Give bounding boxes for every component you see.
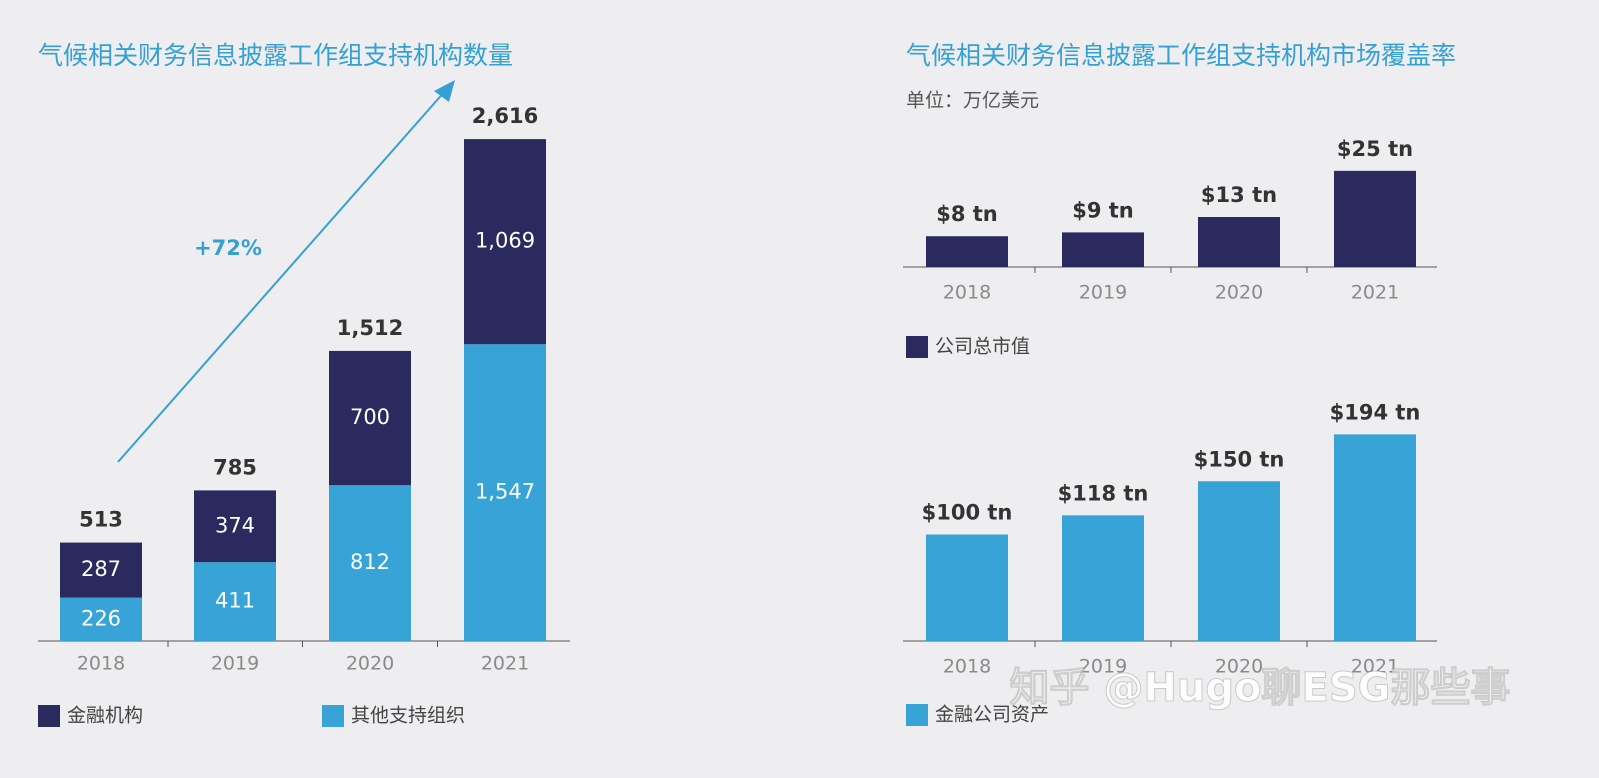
value-label: 374 bbox=[215, 513, 255, 537]
bar bbox=[1334, 434, 1416, 641]
bar bbox=[1062, 232, 1144, 267]
x-tick-label: 2021 bbox=[1351, 656, 1399, 678]
x-tick-label: 2021 bbox=[481, 653, 529, 675]
chart-title: 气候相关财务信息披露工作组支持机构数量 bbox=[38, 41, 513, 70]
value-label: $150 tn bbox=[1194, 447, 1285, 471]
bar bbox=[926, 236, 1008, 267]
value-label: 812 bbox=[350, 550, 390, 574]
total-label: 785 bbox=[213, 455, 257, 479]
legend-swatch bbox=[322, 705, 344, 727]
total-label: 1,512 bbox=[337, 316, 403, 340]
value-label: $194 tn bbox=[1330, 400, 1421, 424]
trend-arrow bbox=[117, 89, 447, 463]
legend-label: 其他支持组织 bbox=[351, 705, 465, 727]
value-label: $13 tn bbox=[1201, 183, 1277, 207]
legend-swatch bbox=[906, 704, 928, 726]
x-tick-label: 2018 bbox=[943, 656, 991, 678]
bar-segment bbox=[464, 344, 546, 641]
value-label: 1,069 bbox=[475, 229, 535, 253]
bar bbox=[1198, 217, 1280, 267]
bar bbox=[1062, 515, 1144, 641]
x-tick-label: 2019 bbox=[211, 653, 259, 675]
value-label: $25 tn bbox=[1337, 137, 1413, 161]
value-label: 700 bbox=[350, 405, 390, 429]
x-tick-label: 2019 bbox=[1079, 282, 1127, 304]
annotation: +72% bbox=[194, 236, 262, 260]
bar-segment bbox=[329, 350, 411, 486]
value-label: 1,547 bbox=[475, 480, 535, 504]
bar-segment bbox=[464, 139, 546, 345]
legend-label: 金融公司资产 bbox=[935, 704, 1049, 726]
value-label: $9 tn bbox=[1072, 198, 1134, 222]
chart-title: 气候相关财务信息披露工作组支持机构市场覆盖率 bbox=[906, 41, 1456, 70]
bar-segment bbox=[60, 597, 142, 641]
x-tick-label: 2020 bbox=[1215, 282, 1263, 304]
legend-label: 公司总市值 bbox=[935, 336, 1030, 358]
bar-segment bbox=[194, 562, 276, 641]
x-tick-label: 2018 bbox=[943, 282, 991, 304]
bar bbox=[1198, 481, 1280, 641]
value-label: $118 tn bbox=[1058, 481, 1149, 505]
value-label: 226 bbox=[81, 606, 121, 630]
arrow-head bbox=[434, 80, 455, 102]
bar-segment bbox=[329, 485, 411, 641]
x-tick-label: 2020 bbox=[346, 653, 394, 675]
legend-swatch bbox=[38, 705, 60, 727]
total-label: 513 bbox=[79, 508, 123, 532]
x-tick-label: 2018 bbox=[77, 653, 125, 675]
bar bbox=[1334, 170, 1416, 267]
x-tick-label: 2019 bbox=[1079, 656, 1127, 678]
x-tick-label: 2020 bbox=[1215, 656, 1263, 678]
x-tick-label: 2021 bbox=[1351, 282, 1399, 304]
legend-swatch bbox=[906, 336, 928, 358]
total-label: 2,616 bbox=[472, 104, 538, 128]
legend-label: 金融机构 bbox=[67, 705, 143, 727]
bar-segment bbox=[60, 542, 142, 598]
bar bbox=[926, 534, 1008, 641]
watermark: 知乎 @Hugo聊ESG那些事 bbox=[1010, 665, 1511, 711]
value-label: 411 bbox=[215, 589, 255, 613]
bar-segment bbox=[194, 490, 276, 563]
subtitle: 单位：万亿美元 bbox=[906, 90, 1039, 112]
value-label: $8 tn bbox=[936, 202, 998, 226]
value-label: 287 bbox=[81, 557, 121, 581]
value-label: $100 tn bbox=[922, 501, 1013, 525]
